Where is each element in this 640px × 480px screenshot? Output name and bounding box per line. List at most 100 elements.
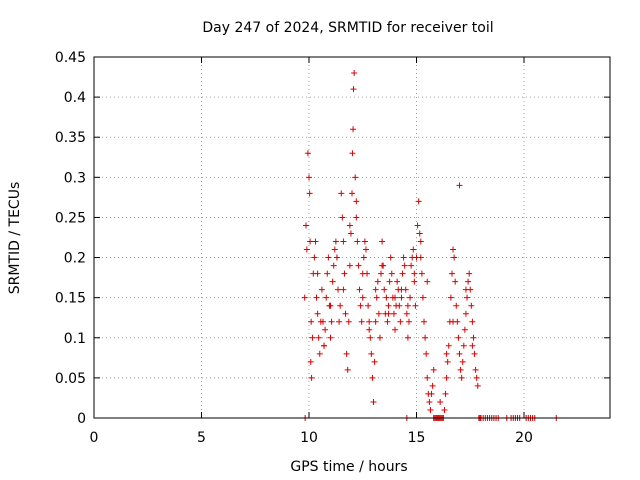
data-point [378, 270, 385, 277]
y-tick-label: 0.45 [55, 50, 86, 66]
data-point [365, 302, 372, 309]
axis-ticks: 0 5 10 15 20 0 0.05 0.1 0.15 0.2 0.25 0.3 0.35 0.4 0.4… [55, 50, 610, 446]
y-tick-label: 0.15 [55, 291, 86, 307]
data-point [354, 238, 361, 245]
data-point [350, 126, 357, 133]
data-point [306, 190, 313, 197]
data-point [321, 342, 328, 349]
data-point [328, 318, 335, 325]
data-point [456, 350, 463, 357]
data-point [375, 310, 382, 317]
data-points [301, 70, 560, 421]
data-point [459, 358, 466, 365]
data-point [403, 310, 410, 317]
data-point [343, 350, 350, 357]
data-point [445, 342, 452, 349]
data-point [339, 214, 346, 221]
data-point [352, 174, 359, 181]
data-point [399, 270, 406, 277]
data-point [411, 270, 418, 277]
data-point [442, 390, 449, 397]
data-point [383, 294, 390, 301]
data-point [453, 302, 460, 309]
data-point [372, 286, 379, 293]
data-point [417, 254, 424, 261]
data-point [397, 318, 404, 325]
data-point [370, 398, 377, 405]
data-point [366, 318, 373, 325]
data-point [447, 294, 454, 301]
data-point [385, 310, 392, 317]
data-point [350, 86, 357, 93]
data-point [416, 230, 423, 237]
data-point [472, 366, 479, 373]
data-point [327, 302, 334, 309]
data-point [362, 246, 369, 253]
data-point [405, 318, 412, 325]
data-point [394, 278, 401, 285]
data-point [396, 302, 403, 309]
x-axis-label: GPS time / hours [290, 459, 407, 475]
data-point [466, 270, 473, 277]
data-point [424, 374, 431, 381]
data-point [340, 238, 347, 245]
data-point [359, 294, 366, 301]
data-point [357, 302, 364, 309]
data-point [361, 238, 368, 245]
data-point [367, 334, 374, 341]
data-point [418, 270, 425, 277]
data-point [451, 254, 458, 261]
y-tick-label: 0.3 [64, 170, 86, 186]
data-point [392, 294, 398, 301]
y-axis-label: SRMTID / TECUs [7, 182, 23, 295]
data-point [401, 262, 408, 269]
data-point [327, 334, 334, 341]
x-tick-label: 0 [90, 430, 99, 446]
data-point [379, 262, 386, 269]
y-tick-label: 0 [77, 411, 86, 427]
grid-lines [94, 57, 610, 418]
data-point [414, 222, 421, 229]
data-point [335, 286, 342, 293]
data-point [427, 406, 434, 413]
data-point [306, 174, 312, 181]
data-point [385, 302, 392, 309]
data-point [344, 366, 351, 373]
data-point [316, 350, 323, 357]
data-point [301, 294, 308, 301]
data-point [452, 278, 459, 285]
data-point [325, 254, 332, 261]
data-point [412, 302, 419, 309]
data-point [333, 254, 340, 261]
data-point [457, 366, 464, 373]
data-point [424, 278, 431, 285]
data-point [407, 294, 414, 301]
data-point [369, 374, 376, 381]
data-point [315, 334, 322, 341]
data-point [386, 278, 393, 285]
data-point [349, 150, 356, 157]
data-point [468, 302, 475, 309]
data-point [421, 318, 428, 325]
data-point [349, 190, 355, 197]
data-point [443, 374, 450, 381]
data-point [366, 326, 373, 333]
data-point [426, 398, 433, 405]
data-point [318, 286, 325, 293]
data-point [311, 254, 318, 261]
data-point [332, 238, 339, 245]
y-tick-label: 0.4 [64, 90, 86, 106]
data-point [353, 214, 360, 221]
data-point [458, 374, 465, 381]
data-point [376, 334, 383, 341]
data-point [465, 278, 472, 285]
data-point [314, 310, 321, 317]
data-point [444, 358, 451, 365]
data-point [473, 374, 480, 381]
data-point [308, 374, 315, 381]
y-tick-label: 0.05 [55, 371, 86, 387]
y-tick-label: 0.25 [55, 210, 86, 226]
data-point [461, 326, 468, 333]
data-point [455, 334, 462, 341]
x-tick-label: 15 [408, 430, 426, 446]
